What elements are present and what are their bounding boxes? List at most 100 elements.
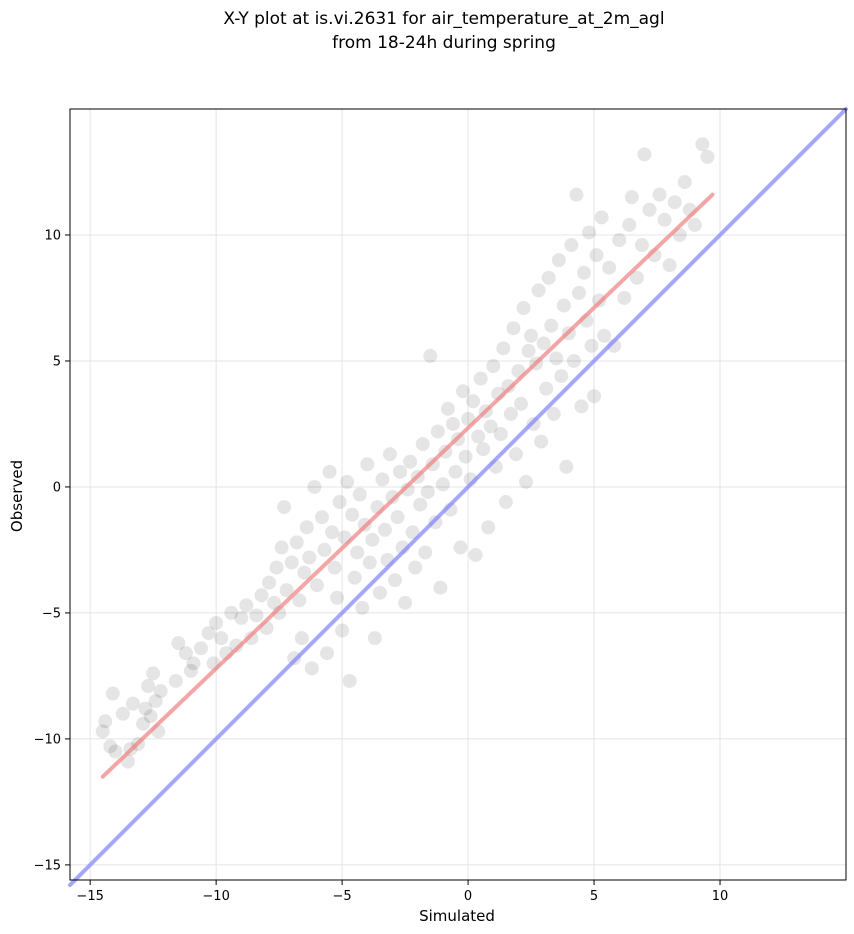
scatter-point xyxy=(322,464,337,479)
scatter-point xyxy=(408,560,423,575)
chart-title: X-Y plot at is.vi.2631 for air_temperatu… xyxy=(223,9,664,29)
scatter-point xyxy=(519,474,534,489)
scatter-point xyxy=(423,348,438,363)
scatter-point xyxy=(146,666,161,681)
scatter-point xyxy=(629,270,644,285)
y-tick-label: 10 xyxy=(44,228,61,243)
scatter-point xyxy=(330,590,345,605)
scatter-point xyxy=(695,137,710,152)
scatter-point xyxy=(214,631,229,646)
scatter-point xyxy=(536,336,551,351)
scatter-point xyxy=(584,338,599,353)
scatter-point xyxy=(556,298,571,313)
scatter-point xyxy=(539,381,554,396)
scatter-point xyxy=(420,484,435,499)
scatter-point xyxy=(516,301,531,316)
scatter-point xyxy=(448,464,463,479)
scatter-point xyxy=(667,195,682,210)
scatter-point xyxy=(239,598,254,613)
scatter-points xyxy=(95,137,715,769)
scatter-point xyxy=(377,522,392,537)
scatter-point xyxy=(546,406,561,421)
scatter-point xyxy=(143,709,158,724)
scatter-point xyxy=(413,497,428,512)
scatter-point xyxy=(587,389,602,404)
reference-lines xyxy=(68,107,848,888)
scatter-point xyxy=(473,371,488,386)
scatter-point xyxy=(415,437,430,452)
scatter-point xyxy=(544,318,559,333)
scatter-point xyxy=(576,265,591,280)
scatter-point xyxy=(103,739,118,754)
scatter-point xyxy=(168,673,183,688)
scatter-point xyxy=(602,260,617,275)
scatter-point xyxy=(418,545,433,560)
scatter-point xyxy=(388,573,403,588)
scatter-point xyxy=(347,570,362,585)
scatter-point xyxy=(403,454,418,469)
scatter-point xyxy=(254,588,269,603)
scatter-point xyxy=(289,535,304,550)
scatter-point xyxy=(476,442,491,457)
scatter-point xyxy=(559,459,574,474)
scatter-point xyxy=(531,283,546,298)
scatter-point xyxy=(332,495,347,510)
scatter-point xyxy=(458,449,473,464)
scatter-point xyxy=(493,427,508,442)
scatter-point xyxy=(662,258,677,273)
x-tick-label: −5 xyxy=(333,889,352,904)
scatter-point xyxy=(471,429,486,444)
scatter-point xyxy=(393,464,408,479)
y-axis-ticks: −15 −10 −5 0 5 10 xyxy=(34,228,70,873)
scatter-point xyxy=(269,560,284,575)
scatter-point xyxy=(234,610,249,625)
scatter-point xyxy=(249,608,264,623)
scatter-point xyxy=(355,600,370,615)
x-tick-label: −10 xyxy=(202,889,229,904)
scatter-point xyxy=(652,187,667,202)
scatter-point xyxy=(453,540,468,555)
scatter-point xyxy=(138,701,153,716)
y-axis-label: Observed xyxy=(8,460,26,532)
scatter-point xyxy=(382,447,397,462)
scatter-point xyxy=(209,616,224,630)
scatter-point xyxy=(549,351,564,366)
scatter-point xyxy=(95,724,110,739)
y-tick-label: 0 xyxy=(53,480,61,495)
scatter-point xyxy=(481,520,496,535)
scatter-point xyxy=(687,217,702,232)
scatter-point xyxy=(597,328,612,343)
scatter-point xyxy=(125,696,140,711)
scatter-point xyxy=(551,253,566,268)
scatter-point xyxy=(224,605,239,620)
scatter-point xyxy=(513,396,528,411)
scatter-point xyxy=(503,406,518,421)
scatter-point xyxy=(440,401,455,416)
scatter-point xyxy=(624,190,639,205)
scatter-point xyxy=(262,575,277,590)
scatter-point xyxy=(340,474,355,489)
scatter-point xyxy=(360,457,375,472)
scatter-point xyxy=(317,542,332,557)
scatter-point xyxy=(244,631,259,646)
scatter-point xyxy=(589,248,604,263)
scatter-point xyxy=(554,369,569,384)
scatter-point xyxy=(302,550,317,565)
scatter-point xyxy=(634,238,649,253)
scatter-point xyxy=(564,238,579,253)
scatter-point xyxy=(486,359,501,373)
scatter-point xyxy=(541,270,556,285)
scatter-point xyxy=(342,673,357,688)
scatter-point xyxy=(108,744,123,759)
scatter-point xyxy=(521,343,536,358)
scatter-point xyxy=(435,477,450,492)
scatter-point xyxy=(365,532,380,547)
scatter-point xyxy=(284,555,299,570)
scatter-point xyxy=(642,202,657,217)
scatter-point xyxy=(307,479,322,494)
scatter-point xyxy=(445,416,460,431)
y-tick-label: −10 xyxy=(34,732,61,747)
scatter-point xyxy=(501,379,516,394)
scatter-point xyxy=(274,540,289,555)
